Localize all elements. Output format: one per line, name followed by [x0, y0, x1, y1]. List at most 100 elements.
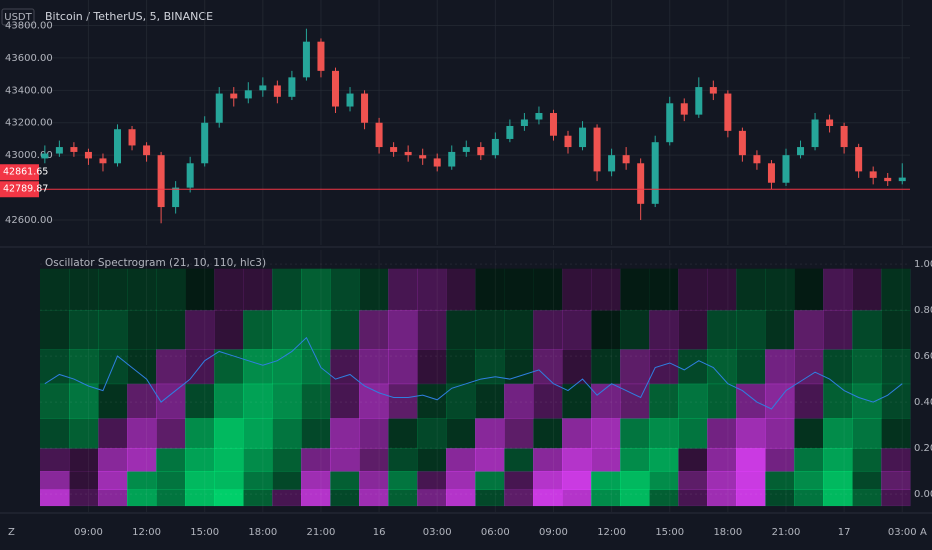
x-tick-label: 17: [838, 527, 851, 538]
heatmap-cell: [475, 310, 505, 350]
heatmap-cell: [736, 418, 766, 449]
heatmap-cell: [272, 489, 302, 507]
candle-body: [128, 129, 136, 146]
heatmap-cell: [156, 489, 186, 507]
heatmap-cell: [127, 383, 157, 419]
candle-body: [622, 155, 630, 164]
heatmap-cell: [417, 448, 447, 472]
heatmap-cell: [69, 310, 99, 350]
toolbar-right[interactable]: A: [920, 527, 927, 538]
candle-body: [172, 187, 180, 208]
heatmap-cell: [185, 448, 215, 472]
heatmap-cell: [301, 418, 331, 449]
heatmap-cell: [504, 448, 534, 472]
heatmap-cell: [881, 310, 911, 350]
candle-body: [448, 151, 456, 167]
heatmap-cell: [388, 489, 418, 507]
heatmap-cell: [359, 383, 389, 419]
heatmap-cell: [446, 489, 476, 507]
heatmap-cell: [533, 448, 563, 472]
heatmap-cell: [533, 489, 563, 507]
heatmap-cell: [765, 383, 795, 419]
heatmap-cell: [881, 383, 911, 419]
toolbar-left[interactable]: Z: [8, 527, 15, 538]
heatmap-cell: [852, 489, 882, 507]
heatmap-cell: [388, 448, 418, 472]
x-tick-label: 21:00: [307, 527, 336, 538]
y-tick-label: 0.20: [914, 443, 932, 454]
heatmap-cell: [446, 418, 476, 449]
heatmap-cell: [446, 268, 476, 311]
candle-body: [549, 113, 557, 136]
heatmap-cell: [794, 383, 824, 419]
heatmap-cell: [562, 268, 592, 311]
heatmap-cell: [794, 471, 824, 490]
heatmap-cell: [649, 489, 679, 507]
heatmap-cell: [533, 418, 563, 449]
heatmap-cell: [330, 268, 360, 311]
heatmap-cell: [127, 349, 157, 385]
heatmap-cell: [388, 383, 418, 419]
heatmap-cell: [359, 268, 389, 311]
heatmap-cell: [301, 471, 331, 490]
heatmap-cell: [127, 489, 157, 507]
heatmap-cell: [156, 448, 186, 472]
heatmap-cell: [620, 268, 650, 311]
heatmap-cell: [765, 418, 795, 449]
heatmap-cell: [794, 310, 824, 350]
heatmap-cell: [823, 489, 853, 507]
heatmap-cell: [446, 448, 476, 472]
candle-body: [331, 70, 339, 107]
heatmap-cell: [707, 448, 737, 472]
heatmap-cell: [475, 418, 505, 449]
heatmap-cell: [504, 268, 534, 311]
candle-body: [738, 130, 746, 156]
heatmap-cell: [330, 418, 360, 449]
heatmap-cell: [649, 383, 679, 419]
heatmap-cell: [98, 418, 128, 449]
heatmap-cell: [562, 349, 592, 385]
y-tick-label: 43200.00: [5, 118, 53, 129]
heatmap-cell: [678, 268, 708, 311]
heatmap-cell: [388, 268, 418, 311]
heatmap-cell: [40, 418, 70, 449]
heatmap-cell: [591, 471, 621, 490]
heatmap-cell: [678, 310, 708, 350]
heatmap-cell: [98, 268, 128, 311]
heatmap-cell: [620, 489, 650, 507]
candle-body: [70, 147, 78, 152]
heatmap-cell: [649, 268, 679, 311]
heatmap-cell: [881, 489, 911, 507]
heatmap-cell: [707, 383, 737, 419]
heatmap-cell: [214, 383, 244, 419]
candle-body: [680, 103, 688, 115]
heatmap-cell: [388, 349, 418, 385]
heatmap-cell: [156, 310, 186, 350]
heatmap-cell: [881, 418, 911, 449]
currency-box: [1, 8, 35, 26]
heatmap-cell: [649, 448, 679, 472]
heatmap-cell: [736, 471, 766, 490]
heatmap-cell: [881, 448, 911, 472]
heatmap-cell: [562, 471, 592, 490]
candle-body: [826, 119, 834, 126]
candle-body: [884, 177, 892, 182]
heatmap-cell: [301, 310, 331, 350]
heatmap-cell: [852, 310, 882, 350]
heatmap-cell: [765, 489, 795, 507]
heatmap-cell: [98, 489, 128, 507]
heatmap-cell: [156, 418, 186, 449]
heatmap-cell: [69, 448, 99, 472]
candle-body: [564, 135, 572, 148]
candle-body: [375, 122, 383, 148]
heatmap-cell: [852, 349, 882, 385]
heatmap-cell: [707, 418, 737, 449]
currency: USDT: [4, 12, 32, 23]
heatmap-cell: [707, 268, 737, 311]
heatmap-cell: [852, 383, 882, 419]
heatmap-cell: [533, 383, 563, 419]
heatmap-cell: [678, 448, 708, 472]
candle-body: [317, 41, 325, 71]
heatmap-cell: [736, 268, 766, 311]
heatmap-cell: [359, 418, 389, 449]
